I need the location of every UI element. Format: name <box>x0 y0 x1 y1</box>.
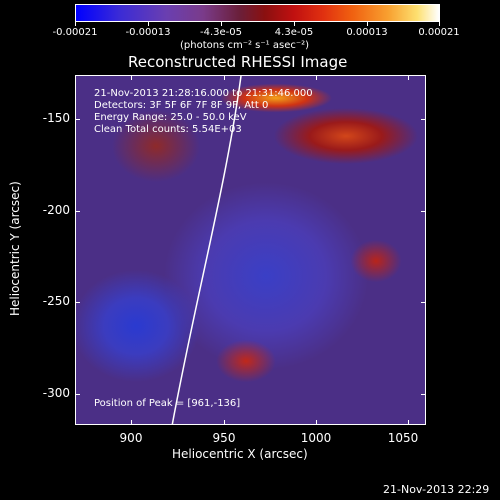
y-tick <box>75 119 80 120</box>
x-tick <box>316 420 317 425</box>
y-tick <box>75 211 80 212</box>
image-title: Reconstructed RHESSI Image <box>128 53 348 71</box>
colorbar-label: -0.00021 <box>52 27 98 38</box>
detectors-text: Detectors: 3F 5F 6F 7F 8F 9F, Att 0 <box>94 100 269 111</box>
y-tick <box>421 394 426 395</box>
x-tick-label: 900 <box>119 431 143 445</box>
colorbar-label: -4.3e-05 <box>200 27 242 38</box>
time-range-text: 21-Nov-2013 21:28:16.000 to 21:31:46.000 <box>94 88 313 99</box>
colorbar-tick <box>367 22 368 26</box>
x-tick-label: 1050 <box>387 431 419 445</box>
energy-range-text: Energy Range: 25.0 - 50.0 keV <box>94 112 247 123</box>
y-tick-label: -300 <box>42 386 70 400</box>
y-tick <box>421 119 426 120</box>
colorbar-tick <box>221 22 222 26</box>
y-tick <box>75 302 80 303</box>
colorbar-label: 0.00021 <box>418 27 460 38</box>
clean-counts-text: Clean Total counts: 5.54E+03 <box>94 124 242 135</box>
y-tick <box>421 211 426 212</box>
colorbar-units: (photons cm⁻² s⁻¹ asec⁻²) <box>180 40 310 51</box>
colorbar-tick <box>75 22 76 26</box>
x-tick <box>408 420 409 425</box>
colorbar-tick <box>439 22 440 26</box>
peak-position-text: Position of Peak = [961,-136] <box>94 398 241 409</box>
y-tick-label: -250 <box>42 294 70 308</box>
x-axis-title: Heliocentric X (arcsec) <box>172 447 308 461</box>
colorbar-label: -0.00013 <box>125 27 171 38</box>
y-tick <box>421 302 426 303</box>
colorbar-tick <box>148 22 149 26</box>
x-tick <box>316 75 317 80</box>
colorbar-label: 4.3e-05 <box>274 27 314 38</box>
colorbar-tick <box>294 22 295 26</box>
timestamp: 21-Nov-2013 22:29 <box>383 483 490 496</box>
x-tick <box>131 75 132 80</box>
rhessi-image: 21-Nov-2013 21:28:16.000 to 21:31:46.000… <box>75 75 426 425</box>
y-axis-title: Heliocentric Y (arcsec) <box>8 181 22 316</box>
colorbar <box>75 4 440 22</box>
colorbar-label: 0.00013 <box>346 27 388 38</box>
x-tick <box>131 420 132 425</box>
x-tick-label: 1000 <box>300 431 332 445</box>
solar-limb-line <box>171 76 242 424</box>
x-tick <box>224 420 225 425</box>
x-tick <box>408 75 409 80</box>
x-tick-label: 950 <box>212 431 236 445</box>
y-tick-label: -200 <box>42 203 70 217</box>
y-tick <box>75 394 80 395</box>
x-tick <box>224 75 225 80</box>
y-tick-label: -150 <box>42 111 70 125</box>
